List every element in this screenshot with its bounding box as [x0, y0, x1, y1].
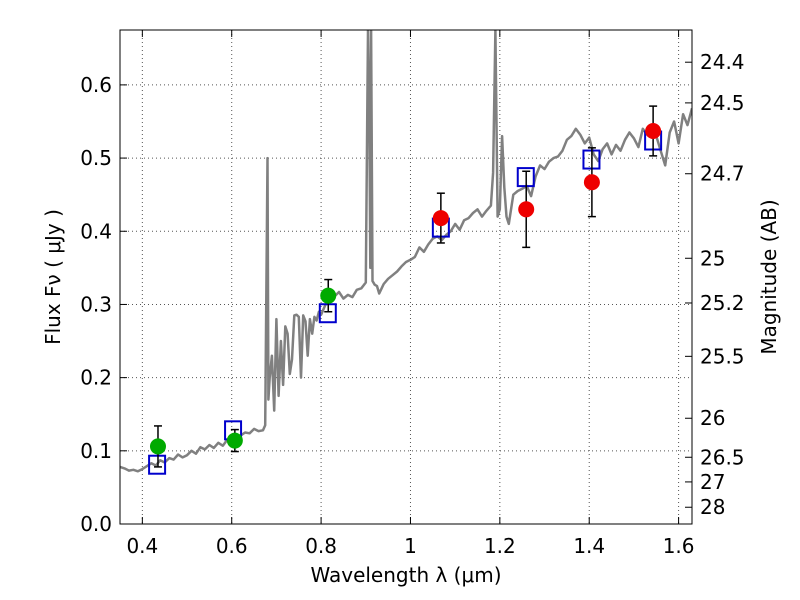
observed-data-point: [518, 201, 535, 218]
y-tick-label: 0.3: [80, 292, 112, 316]
y2-tick-label: 26.5: [700, 445, 745, 469]
y2-tick-label: 24.7: [700, 162, 745, 186]
observed-data-point: [320, 287, 337, 304]
x-tick-label: 1.4: [573, 534, 605, 558]
error-bar-layer: [153, 105, 658, 468]
x-tick-label: 0.8: [305, 534, 337, 558]
observed-data-point: [645, 122, 662, 139]
y2-axis-label: Magnitude (AB): [757, 199, 781, 354]
observed-data-point: [226, 432, 243, 449]
y2-tick-label: 25: [700, 246, 725, 270]
y2-tick-label: 24.5: [700, 91, 745, 115]
model-sed-line: [120, 30, 692, 473]
x-tick-label: 0.6: [216, 534, 248, 558]
y-tick-label: 0.0: [80, 512, 112, 536]
y-axis-ticks: 0.0 0.1 0.2 0.3 0.4 0.5 0.6: [80, 73, 127, 536]
y-tick-label: 0.6: [80, 73, 112, 97]
model-photometry-square: [148, 454, 167, 475]
observed-data-point: [432, 210, 449, 227]
observed-data-point: [149, 438, 166, 455]
y2-tick-label: 28: [700, 495, 725, 519]
observed-data-point: [583, 174, 600, 191]
x-tick-label: 1.6: [663, 534, 695, 558]
model-sed-layer: [120, 30, 692, 473]
y2-tick-label: 27: [700, 470, 725, 494]
y-tick-label: 0.1: [80, 439, 112, 463]
y2-tick-label: 25.2: [700, 291, 745, 315]
x-tick-label: 1.2: [484, 534, 516, 558]
x-axis-ticks: 0.4 0.6 0.8 1 1.2 1.4 1.6: [126, 30, 695, 558]
x-tick-label: 0.4: [126, 534, 158, 558]
y-tick-label: 0.4: [80, 219, 112, 243]
observed-point-layer: [149, 122, 662, 455]
y-tick-label: 0.2: [80, 366, 112, 390]
y2-tick-label: 24.4: [700, 50, 745, 74]
y-tick-label: 0.5: [80, 146, 112, 170]
plot-frame: [119, 29, 693, 525]
y-axis-label: Flux Fν ( μJy ): [41, 209, 65, 345]
x-tick-label: 1: [404, 534, 417, 558]
y2-tick-label: 26: [700, 406, 725, 430]
x-axis-label: Wavelength λ (μm): [310, 563, 501, 587]
y2-tick-label: 25.5: [700, 344, 745, 368]
